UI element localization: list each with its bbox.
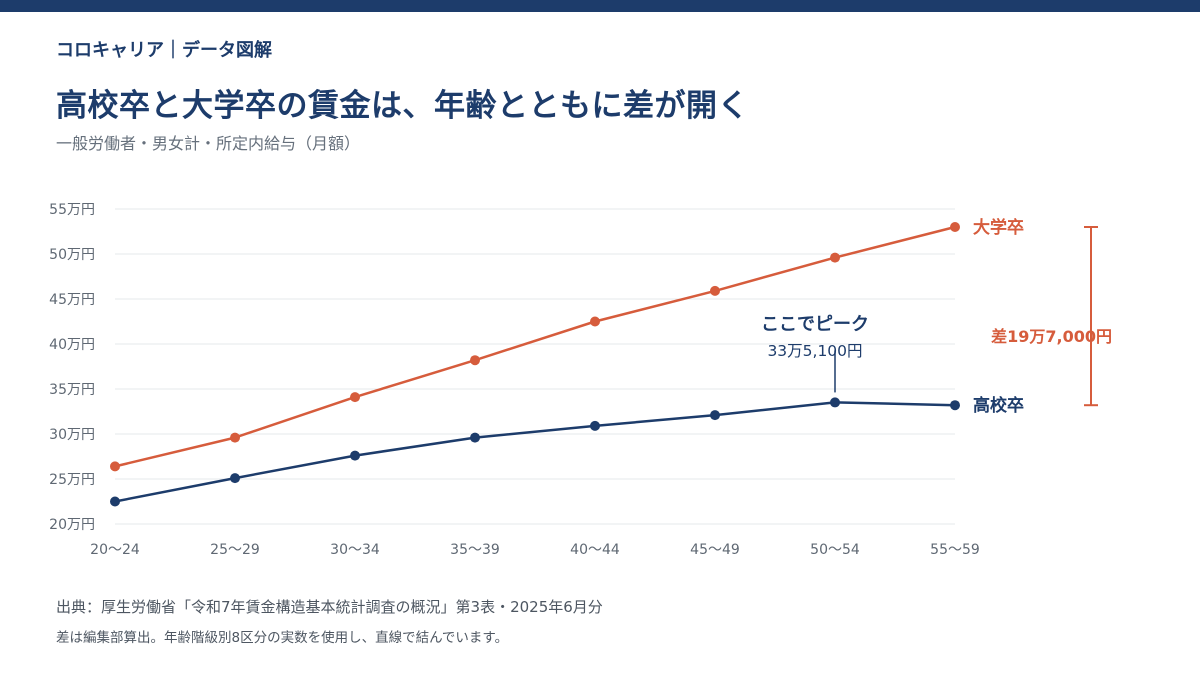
x-tick-label: 50〜54 [810,542,860,558]
y-tick-label: 20万円 [49,517,95,533]
x-tick-label: 25〜29 [210,542,260,558]
y-tick-label: 35万円 [49,382,95,398]
y-axis-ticks: 20万円 25万円 30万円 35万円 40万円 45万円 50万円 55万円 [49,202,95,533]
data-point [230,473,240,484]
data-point [110,496,120,507]
data-point [830,397,840,408]
x-tick-label: 30〜34 [330,542,380,558]
top-accent-bar [0,0,1200,12]
x-axis-ticks: 20〜24 25〜29 30〜34 35〜39 40〜44 45〜49 50〜54 55〜59 [90,542,980,558]
series-line [114,401,956,503]
method-note: 差は編集部算出。年齢階級別8区分の実数を使用し、直線で結んでいます。 [56,630,509,646]
y-tick-label: 30万円 [49,427,95,443]
data-point [230,432,240,443]
page-subtitle: 一般労働者・男女計・所定内給与（月額） [56,134,361,153]
data-point [590,420,600,431]
brand-label: コロキャリア｜データ図解 [56,40,272,61]
series-end-label: 高校卒 [973,395,1024,416]
data-point [350,392,360,403]
x-tick-label: 45〜49 [690,542,740,558]
y-tick-label: 25万円 [49,472,95,488]
data-point [590,316,600,327]
data-point [950,400,960,411]
x-tick-label: 35〜39 [450,542,500,558]
data-point [830,252,840,263]
y-tick-label: 45万円 [49,292,95,308]
series-end-label: 大学卒 [973,217,1024,238]
annotation-layer: ここでピーク 33万5,100円 差19万7,000円 [761,226,1112,407]
data-point [470,432,480,443]
peak-callout-title: ここでピーク [761,314,869,335]
data-point [350,450,360,461]
data-point [710,410,720,421]
x-tick-label: 20〜24 [90,542,140,558]
source-citation: 出典：厚生労働省「令和7年賃金構造基本統計調査の概況」第3表・2025年6月分 [56,598,603,616]
data-point [710,285,720,296]
y-tick-label: 40万円 [49,337,95,353]
data-point [470,355,480,366]
peak-callout-value: 33万5,100円 [767,342,862,360]
y-tick-label: 55万円 [49,202,95,218]
y-tick-label: 50万円 [49,247,95,263]
data-point [110,461,120,472]
data-point [950,222,960,232]
gap-label: 差19万7,000円 [991,327,1112,346]
grid-lines [115,208,955,525]
x-tick-label: 55〜59 [930,542,980,558]
x-tick-label: 40〜44 [570,542,620,558]
page-title: 高校卒と大学卒の賃金は、年齢とともに差が開く [56,88,749,124]
series-line [114,225,956,468]
